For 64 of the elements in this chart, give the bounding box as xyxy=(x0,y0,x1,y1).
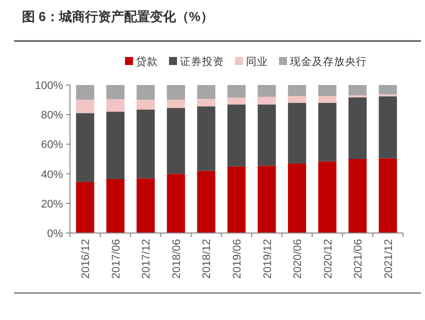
bar xyxy=(258,96,276,105)
bar xyxy=(258,104,276,166)
x-tick-label: 2021/06 xyxy=(352,239,365,279)
bar xyxy=(136,178,155,233)
bar xyxy=(166,100,186,108)
bar xyxy=(378,158,397,233)
bar xyxy=(166,108,186,174)
bar xyxy=(227,98,246,105)
bar xyxy=(76,113,94,182)
x-tick-label: 2018/12 xyxy=(201,239,214,279)
bar xyxy=(106,85,124,100)
legend-label: 贷款 xyxy=(136,55,158,68)
bar xyxy=(288,102,306,164)
bar xyxy=(258,85,276,97)
x-tick-label: 2016/12 xyxy=(80,239,92,279)
x-tick-label: 2017/12 xyxy=(140,239,153,279)
bar xyxy=(197,106,216,171)
bar xyxy=(348,85,367,96)
bar xyxy=(227,85,246,98)
y-tick-label: 60% xyxy=(40,139,64,152)
bar xyxy=(197,98,216,106)
x-tick-label: 2020/12 xyxy=(322,239,334,279)
bar xyxy=(318,161,336,233)
x-tick-label: 2017/06 xyxy=(110,239,122,279)
bar xyxy=(318,85,336,96)
bar xyxy=(136,100,155,110)
bar xyxy=(258,166,276,233)
bar xyxy=(227,166,246,233)
bar xyxy=(197,85,216,99)
y-tick-label: 40% xyxy=(40,168,64,181)
y-tick-label: 80% xyxy=(40,110,64,122)
bar xyxy=(288,85,306,96)
bar xyxy=(227,104,246,166)
bar xyxy=(288,163,306,233)
bar xyxy=(106,178,124,233)
x-tick-label: 2019/12 xyxy=(262,239,274,279)
bar xyxy=(378,96,397,158)
bar xyxy=(76,182,94,233)
bar xyxy=(76,85,94,100)
bar xyxy=(76,100,94,114)
y-tick-label: 100% xyxy=(34,80,64,92)
legend-label: 证券投资 xyxy=(180,55,224,68)
bar xyxy=(318,96,336,103)
bar xyxy=(348,159,367,233)
x-tick-label: 2019/06 xyxy=(232,239,244,279)
bar xyxy=(136,85,155,100)
bar xyxy=(106,99,124,112)
legend-label: 同业 xyxy=(246,55,268,68)
bar xyxy=(197,170,216,233)
bar xyxy=(348,97,367,159)
bar xyxy=(288,96,306,103)
bar xyxy=(136,110,155,178)
chart-title: 图 6：城商行资产配置变化（%） xyxy=(22,9,214,24)
x-tick-label: 2020/06 xyxy=(292,239,304,279)
legend-label: 现金及存放央行 xyxy=(290,55,367,68)
bar xyxy=(318,102,336,162)
bar xyxy=(378,85,397,94)
bar xyxy=(166,85,186,100)
y-tick-label: 0% xyxy=(47,228,64,240)
x-tick-label: 2018/06 xyxy=(170,239,183,279)
y-tick-label: 20% xyxy=(40,198,64,210)
bar xyxy=(166,174,186,233)
bar xyxy=(106,112,124,179)
x-tick-label: 2021/12 xyxy=(382,239,395,279)
